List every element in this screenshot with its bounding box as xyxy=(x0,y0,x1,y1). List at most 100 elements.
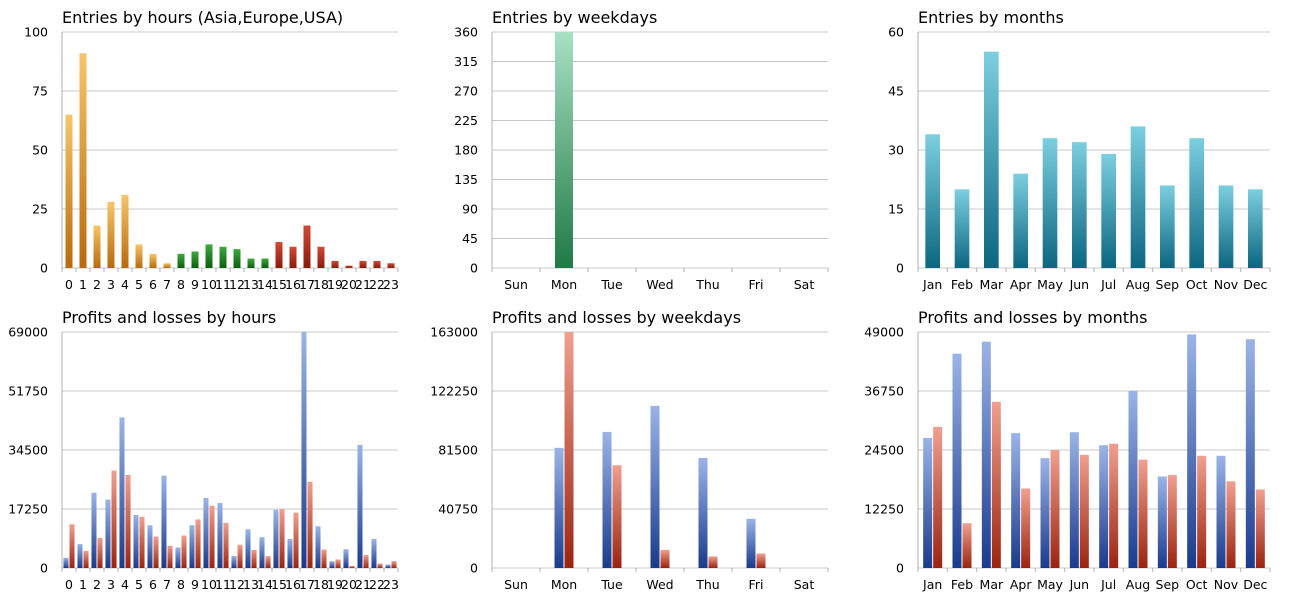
loss-bar-7 xyxy=(167,545,173,568)
profit-bar-20 xyxy=(343,549,349,568)
loss-bar-feb xyxy=(962,523,972,568)
x-tick-label: 20 xyxy=(341,577,357,592)
x-tick-label: 18 xyxy=(313,577,329,592)
x-tick-label: 8 xyxy=(177,577,185,592)
profit-bar-dec xyxy=(1245,339,1255,568)
y-tick-label: 90 xyxy=(462,202,478,217)
x-tick-label: Sun xyxy=(504,577,528,592)
y-tick-label: 0 xyxy=(896,261,904,276)
y-tick-label: 75 xyxy=(32,84,48,99)
y-tick-label: 24500 xyxy=(864,443,904,458)
x-tick-label: 3 xyxy=(107,577,115,592)
y-tick-label: 50 xyxy=(32,143,48,158)
loss-bar-22 xyxy=(377,563,383,568)
loss-bar-3 xyxy=(111,470,117,568)
x-tick-label: Feb xyxy=(951,277,973,292)
loss-bar-4 xyxy=(125,474,131,568)
profit-bar-mon xyxy=(554,447,564,568)
x-tick-label: 22 xyxy=(369,277,385,292)
x-tick-label: 7 xyxy=(163,577,171,592)
x-tick-label: Oct xyxy=(1186,577,1208,592)
bar-dec xyxy=(1248,189,1263,268)
x-tick-label: 9 xyxy=(191,577,199,592)
bar-jul xyxy=(1101,153,1116,268)
profit-bar-14 xyxy=(259,537,265,568)
bar-14 xyxy=(261,258,269,268)
x-tick-label: 4 xyxy=(121,577,129,592)
x-tick-label: Sat xyxy=(794,277,815,292)
x-tick-label: 10 xyxy=(201,277,217,292)
chart-title: Profits and losses by weekdays xyxy=(492,308,741,327)
profit-bar-wed xyxy=(650,405,660,568)
profit-bar-thu xyxy=(698,457,708,568)
profit-bar-mar xyxy=(981,341,991,568)
y-tick-label: 36750 xyxy=(864,384,904,399)
x-tick-label: Jan xyxy=(922,277,942,292)
y-tick-label: 30 xyxy=(888,143,904,158)
x-tick-label: 2 xyxy=(93,277,101,292)
profit-bar-sep xyxy=(1157,476,1167,568)
x-tick-label: Nov xyxy=(1214,577,1239,592)
x-tick-label: Fri xyxy=(749,577,764,592)
loss-bar-wed xyxy=(660,549,670,568)
x-tick-label: 12 xyxy=(229,277,245,292)
x-tick-label: Tue xyxy=(600,577,623,592)
loss-bar-13 xyxy=(251,549,257,568)
profit-bar-oct xyxy=(1187,334,1197,568)
x-tick-label: Jan xyxy=(922,577,942,592)
bar-5 xyxy=(135,244,143,268)
chart-entries-by-weekdays: Entries by weekdays 0 45 90 135 180 225 270 315 3… xyxy=(454,8,829,292)
loss-bar-6 xyxy=(153,536,159,568)
x-tick-label: 22 xyxy=(369,577,385,592)
x-tick-label: Mon xyxy=(551,577,577,592)
x-tick-label: 11 xyxy=(215,577,231,592)
y-tick-label: 0 xyxy=(40,561,48,576)
bar-16 xyxy=(289,246,297,268)
bar-13 xyxy=(247,258,255,268)
loss-bar-mon xyxy=(564,332,574,568)
profit-bar-feb xyxy=(952,353,962,568)
loss-bar-19 xyxy=(335,559,341,568)
loss-bar-dec xyxy=(1255,489,1265,568)
y-tick-label: 225 xyxy=(454,113,478,128)
loss-bar-apr xyxy=(1021,488,1031,568)
chart-title: Entries by hours (Asia,Europe,USA) xyxy=(62,8,343,27)
x-tick-label: Mar xyxy=(980,577,1004,592)
chart-title: Entries by months xyxy=(918,8,1064,27)
y-tick-label: 163000 xyxy=(430,325,478,340)
loss-bar-8 xyxy=(181,535,187,568)
profit-bar-23 xyxy=(385,564,391,568)
loss-bar-jan xyxy=(933,426,943,568)
loss-bar-sep xyxy=(1167,475,1177,568)
profit-bar-2 xyxy=(91,492,97,568)
bar-21 xyxy=(359,260,367,268)
profit-bar-6 xyxy=(147,525,153,568)
bar-12 xyxy=(233,249,241,268)
bar-6 xyxy=(149,253,157,268)
loss-bar-16 xyxy=(293,512,299,568)
y-tick-label: 270 xyxy=(454,84,478,99)
bar-7 xyxy=(163,263,171,268)
bar-11 xyxy=(219,246,227,268)
x-tick-label: Dec xyxy=(1243,577,1267,592)
chart-entries-by-hours: Entries by hours (Asia,Europe,USA)025507… xyxy=(24,8,399,292)
profit-bar-9 xyxy=(189,525,195,568)
loss-bar-9 xyxy=(195,519,201,568)
profit-bar-21 xyxy=(357,444,363,568)
x-tick-label: 14 xyxy=(257,277,273,292)
loss-bar-14 xyxy=(265,556,271,568)
profit-bar-4 xyxy=(119,417,125,568)
loss-bar-oct xyxy=(1197,455,1207,568)
x-tick-label: 5 xyxy=(135,577,143,592)
profit-bar-jan xyxy=(923,437,933,568)
y-tick-label: 60 xyxy=(888,25,904,40)
y-tick-label: 0 xyxy=(40,261,48,276)
chart-title: Profits and losses by hours xyxy=(62,308,276,327)
bar-3 xyxy=(107,201,115,268)
profit-bar-22 xyxy=(371,538,377,568)
y-tick-label: 45 xyxy=(462,231,478,246)
bar-mar xyxy=(984,51,999,268)
y-tick-label: 49000 xyxy=(864,325,904,340)
bar-nov xyxy=(1218,185,1234,268)
x-tick-label: Fri xyxy=(749,277,764,292)
